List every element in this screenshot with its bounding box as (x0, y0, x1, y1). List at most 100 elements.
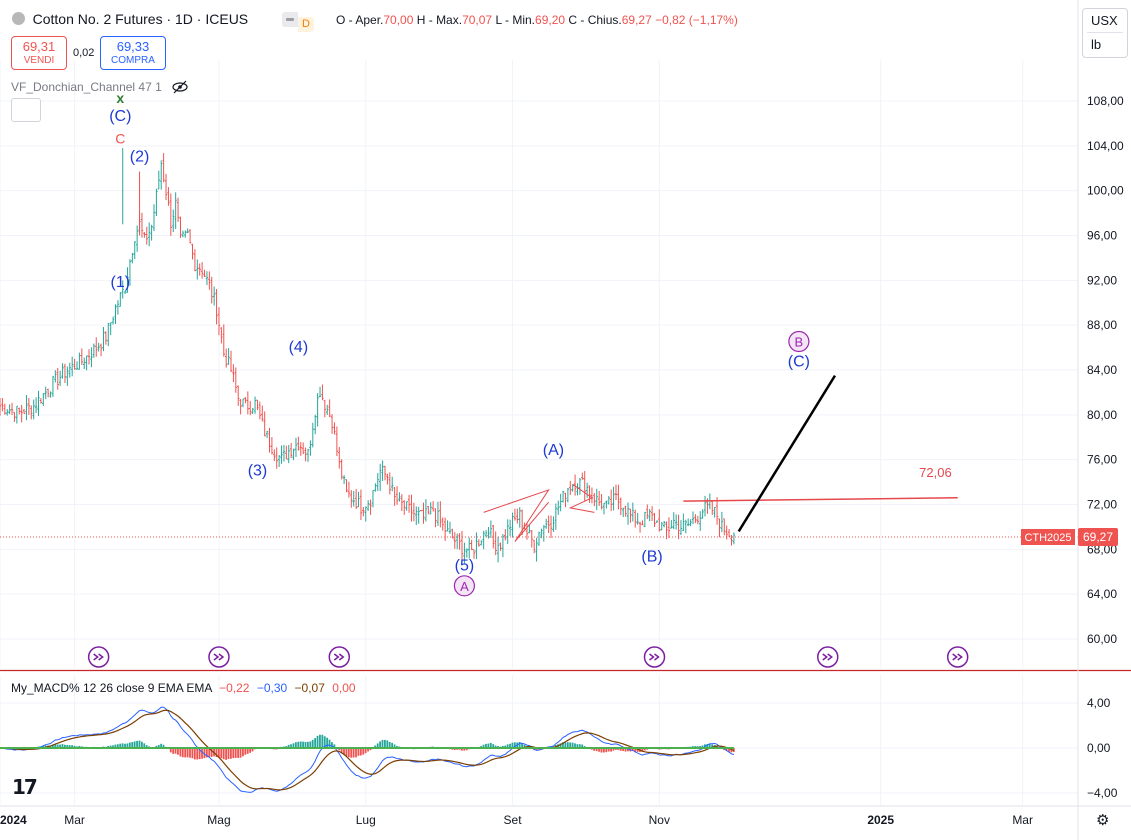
collapse-legend-button[interactable] (11, 98, 41, 122)
settings-gear-icon[interactable]: ⚙ (1096, 812, 1110, 829)
macd-histogram-bar (49, 745, 52, 748)
macd-histogram-bar (523, 744, 526, 748)
macd-histogram-bar (569, 742, 572, 748)
macd-histogram-bar (566, 742, 569, 748)
macd-histogram-bar (453, 748, 456, 751)
price-tag: CTH2025 69,27 (1021, 528, 1118, 546)
macd-histogram-bar (347, 748, 350, 758)
macd-histogram-bar (307, 741, 309, 748)
macd-histogram-bar (535, 748, 538, 751)
price-tick-label: 84,00 (1087, 363, 1117, 377)
badge-d[interactable]: D (298, 17, 314, 32)
event-marker-icon[interactable] (208, 646, 230, 668)
currency-selector[interactable]: USX (1091, 13, 1118, 28)
macd-histogram-bar (186, 748, 189, 758)
macd-histogram-bar (706, 743, 709, 748)
macd-histogram-bar (155, 745, 158, 748)
sell-button[interactable]: 69,31 VENDI (11, 36, 67, 70)
macd-histogram-bar (193, 748, 196, 760)
symbol-header[interactable]: Cotton No. 2 Futures · 1D · ICEUS (12, 11, 248, 27)
macd-histogram-bar (362, 748, 365, 755)
event-marker-icon[interactable] (817, 646, 839, 668)
macd-histogram-bar (242, 748, 244, 757)
macd-histogram-bar (162, 744, 165, 748)
macd-histogram-bar (314, 738, 317, 748)
event-marker-chevrons (822, 653, 833, 661)
event-marker-chevrons (213, 653, 225, 661)
event-marker-icon[interactable] (328, 646, 351, 668)
projection-line (737, 374, 837, 533)
macd-histogram-bar (196, 748, 199, 760)
macd-series (0, 706, 735, 793)
macd-histogram-bar (249, 748, 252, 753)
macd-histogram-bar (463, 748, 466, 751)
time-tick-label: Mar (64, 813, 85, 827)
indicator-legend[interactable]: VF_Donchian_Channel 47 1 (11, 80, 189, 94)
macd-histogram-bar (711, 744, 714, 748)
wave-label: (C) (788, 354, 810, 371)
macd-histogram-bar (504, 745, 507, 748)
macd-histogram-bar (612, 748, 615, 751)
macd-histogram-bar (114, 744, 117, 748)
unit-selector-lb[interactable]: lb (1091, 37, 1102, 52)
macd-histogram-bar (576, 744, 579, 748)
buy-button[interactable]: 69,33 COMPRA (100, 36, 166, 70)
macd-histogram-bar (562, 742, 564, 748)
macd-histogram-bar (145, 745, 148, 748)
macd-histogram-bar (624, 748, 627, 752)
wave-label: x (116, 90, 124, 106)
macd-histogram-bar (172, 748, 175, 754)
symbol-title[interactable]: Cotton No. 2 Futures · 1D · ICEUS (32, 11, 249, 27)
symbol-logo-icon (12, 12, 25, 25)
status-badges[interactable]: D (282, 12, 314, 32)
unit-selector[interactable]: USX lb (1082, 8, 1128, 58)
event-marker-icon[interactable] (87, 646, 110, 668)
event-marker-icon[interactable] (946, 646, 969, 668)
macd-histogram-bar (234, 748, 237, 758)
price-tick-label: 64,00 (1087, 587, 1117, 601)
event-marker-icon[interactable] (643, 646, 666, 668)
macd-legend[interactable]: My_MACD% 12 26 close 9 EMA EMA −0,22 −0,… (11, 681, 356, 695)
price-tag-symbol-bg (1021, 529, 1075, 545)
resistance-label: 72,06 (919, 465, 952, 480)
macd-histogram-bar (73, 745, 76, 748)
macd-histogram-bar (109, 745, 112, 748)
wave-circle-a (453, 575, 476, 597)
macd-histogram-bar (571, 742, 574, 748)
wave-label: (1) (111, 274, 131, 291)
time-axis[interactable]: 2024 Mar Mag Lug Set Nov 2025 Mar (0, 805, 1131, 827)
price-tag-value-bg (1078, 528, 1118, 546)
macd-histogram-bar (708, 743, 711, 748)
macd-histogram-bar (386, 740, 389, 748)
tradingview-logo[interactable]: 17 (12, 775, 38, 799)
macd-histogram-bar (602, 748, 605, 753)
high-value: 70,07 (462, 13, 493, 27)
event-markers[interactable] (87, 646, 969, 668)
macd-histogram-bar (364, 748, 367, 754)
price-tick-label: 96,00 (1087, 229, 1117, 243)
time-tick-label: Lug (356, 813, 376, 827)
low-label: L - Min. (495, 13, 536, 27)
eye-hidden-icon[interactable] (171, 80, 189, 94)
macd-tick-label: 4,00 (1087, 696, 1111, 710)
macd-axis[interactable]: 4,00 0,00 −4,00 (1087, 696, 1118, 800)
macd-histogram-bar (126, 743, 129, 748)
time-tick-label: 2025 (867, 813, 894, 827)
sell-price: 69,31 (22, 39, 56, 54)
macd-histogram-bar (78, 745, 81, 748)
price-tick-label: 80,00 (1087, 408, 1117, 422)
buy-price: 69,33 (116, 39, 150, 54)
macd-histogram-bar (595, 748, 598, 752)
macd-histogram-bar (239, 748, 242, 758)
macd-histogram-bar (225, 748, 227, 760)
macd-histogram-bar (600, 748, 603, 753)
macd-histogram-bar (116, 744, 119, 748)
macd-histogram-bar (619, 748, 622, 751)
macd-histogram-bar (133, 741, 136, 748)
macd-histogram-bar (177, 748, 179, 755)
macd-histogram-bar (381, 739, 384, 748)
macd-histogram-bar (485, 743, 487, 748)
price-axis[interactable]: 108,00 104,00 100,00 96,00 92,00 88,00 84,00 80… (1077, 0, 1124, 840)
macd-histogram-bar (622, 748, 625, 752)
